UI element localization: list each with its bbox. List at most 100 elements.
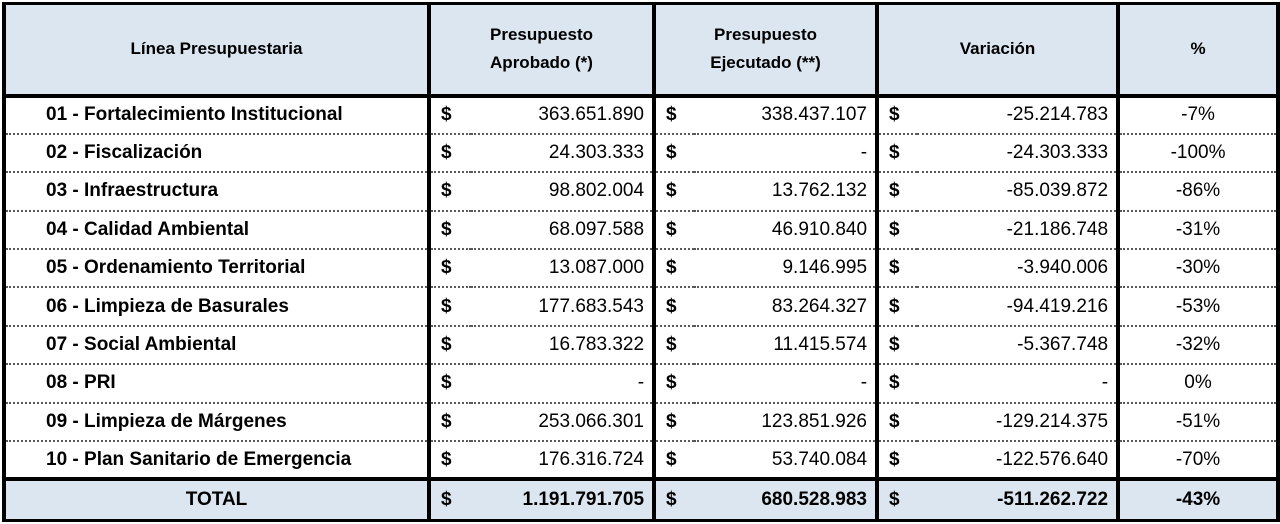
- variation-amount: -3.940.006: [917, 249, 1121, 289]
- line-name: 03 - Infraestructura: [2, 172, 431, 212]
- variation-percent: -30%: [1116, 249, 1280, 289]
- table-row: 03 - Infraestructura $98.802.004 $13.762.1…: [2, 172, 1280, 212]
- approved-amount: 24.303.333: [471, 133, 657, 174]
- currency-symbol: $: [652, 95, 695, 135]
- variation-amount: -24.303.333: [917, 133, 1121, 174]
- variation-percent: 0%: [1116, 364, 1280, 404]
- line-name: 02 - Fiscalización: [2, 133, 431, 174]
- currency-symbol: $: [652, 364, 695, 404]
- line-name: 07 - Social Ambiental: [2, 325, 431, 366]
- currency-symbol: $: [875, 402, 918, 443]
- currency-symbol: $: [427, 95, 471, 135]
- header-percent: %: [1116, 2, 1280, 98]
- executed-amount: 9.146.995: [694, 249, 880, 289]
- currency-symbol: $: [875, 210, 918, 251]
- currency-symbol: $: [652, 287, 695, 327]
- variation-amount: -122.576.640: [917, 441, 1121, 482]
- header-row: Línea Presupuestaria Presupuesto Aprobado…: [2, 2, 1280, 98]
- currency-symbol: $: [875, 287, 918, 327]
- approved-amount: 177.683.543: [471, 287, 657, 327]
- table-row: 05 - Ordenamiento Territorial $13.087.000…: [2, 249, 1280, 289]
- currency-symbol: $: [875, 364, 918, 404]
- currency-symbol: $: [875, 441, 918, 482]
- total-executed: 680.528.983: [694, 479, 880, 522]
- header-line: Línea Presupuestaria: [2, 2, 431, 98]
- variation-percent: -51%: [1116, 402, 1280, 443]
- header-approved: Presupuesto Aprobado (*): [426, 2, 657, 98]
- line-name: 10 - Plan Sanitario de Emergencia: [2, 441, 431, 482]
- currency-symbol: $: [652, 402, 695, 443]
- total-row: TOTAL $ 1.191.791.705 $ 680.528.983 $ -5…: [2, 479, 1280, 522]
- variation-percent: -100%: [1116, 133, 1280, 174]
- currency-symbol: $: [652, 210, 695, 251]
- line-name: 01 - Fortalecimiento Institucional: [2, 95, 431, 135]
- table-row: 06 - Limpieza de Basurales $177.683.543 $8…: [2, 287, 1280, 327]
- executed-amount: 338.437.107: [694, 95, 880, 135]
- line-name: 06 - Limpieza de Basurales: [2, 287, 431, 327]
- executed-amount: -: [694, 133, 880, 174]
- currency-symbol: $: [427, 325, 471, 366]
- variation-percent: -53%: [1116, 287, 1280, 327]
- currency-symbol: $: [652, 172, 695, 212]
- table-row: 01 - Fortalecimiento Institucional $363.6…: [2, 95, 1280, 135]
- variation-amount: -5.367.748: [917, 325, 1121, 366]
- currency-symbol: $: [427, 479, 471, 522]
- variation-amount: -21.186.748: [917, 210, 1121, 251]
- currency-symbol: $: [652, 325, 695, 366]
- total-approved: 1.191.791.705: [471, 479, 657, 522]
- currency-symbol: $: [652, 133, 695, 174]
- executed-amount: 46.910.840: [694, 210, 880, 251]
- total-percent: -43%: [1116, 479, 1280, 522]
- line-name: 09 - Limpieza de Márgenes: [2, 402, 431, 443]
- table-row: 08 - PRI $ - $ - $ -0%: [2, 364, 1280, 404]
- approved-amount: 253.066.301: [471, 402, 657, 443]
- header-variation: Variación: [875, 2, 1121, 98]
- currency-symbol: $: [652, 441, 695, 482]
- variation-percent: -32%: [1116, 325, 1280, 366]
- header-executed: Presupuesto Ejecutado (**): [652, 2, 880, 98]
- currency-symbol: $: [427, 441, 471, 482]
- approved-amount: 13.087.000: [471, 249, 657, 289]
- variation-amount: -85.039.872: [917, 172, 1121, 212]
- approved-amount: 68.097.588: [471, 210, 657, 251]
- currency-symbol: $: [875, 325, 918, 366]
- approved-amount: -: [471, 364, 657, 404]
- table-row: 04 - Calidad Ambiental $68.097.588 $46.910…: [2, 210, 1280, 251]
- currency-symbol: $: [875, 95, 918, 135]
- executed-amount: 53.740.084: [694, 441, 880, 482]
- line-name: 05 - Ordenamiento Territorial: [2, 249, 431, 289]
- approved-amount: 363.651.890: [471, 95, 657, 135]
- approved-amount: 16.783.322: [471, 325, 657, 366]
- currency-symbol: $: [875, 249, 918, 289]
- currency-symbol: $: [427, 249, 471, 289]
- currency-symbol: $: [427, 402, 471, 443]
- executed-amount: -: [694, 364, 880, 404]
- variation-amount: -: [917, 364, 1121, 404]
- variation-percent: -7%: [1116, 95, 1280, 135]
- approved-amount: 98.802.004: [471, 172, 657, 212]
- approved-amount: 176.316.724: [471, 441, 657, 482]
- currency-symbol: $: [427, 133, 471, 174]
- currency-symbol: $: [427, 210, 471, 251]
- variation-amount: -25.214.783: [917, 95, 1121, 135]
- executed-amount: 83.264.327: [694, 287, 880, 327]
- currency-symbol: $: [427, 364, 471, 404]
- table-row: 09 - Limpieza de Márgenes $253.066.301 $12…: [2, 402, 1280, 443]
- executed-amount: 11.415.574: [694, 325, 880, 366]
- table-row: 07 - Social Ambiental $16.783.322 $11.415.…: [2, 325, 1280, 366]
- table-row: 10 - Plan Sanitario de Emergencia $176.31…: [2, 441, 1280, 482]
- variation-percent: -70%: [1116, 441, 1280, 482]
- currency-symbol: $: [875, 172, 918, 212]
- table-row: 02 - Fiscalización $24.303.333 $ - $ -24.303.…: [2, 133, 1280, 174]
- variation-amount: -94.419.216: [917, 287, 1121, 327]
- variation-percent: -86%: [1116, 172, 1280, 212]
- line-name: 04 - Calidad Ambiental: [2, 210, 431, 251]
- currency-symbol: $: [875, 133, 918, 174]
- executed-amount: 13.762.132: [694, 172, 880, 212]
- currency-symbol: $: [652, 479, 695, 522]
- currency-symbol: $: [652, 249, 695, 289]
- currency-symbol: $: [427, 172, 471, 212]
- currency-symbol: $: [427, 287, 471, 327]
- line-name: 08 - PRI: [2, 364, 431, 404]
